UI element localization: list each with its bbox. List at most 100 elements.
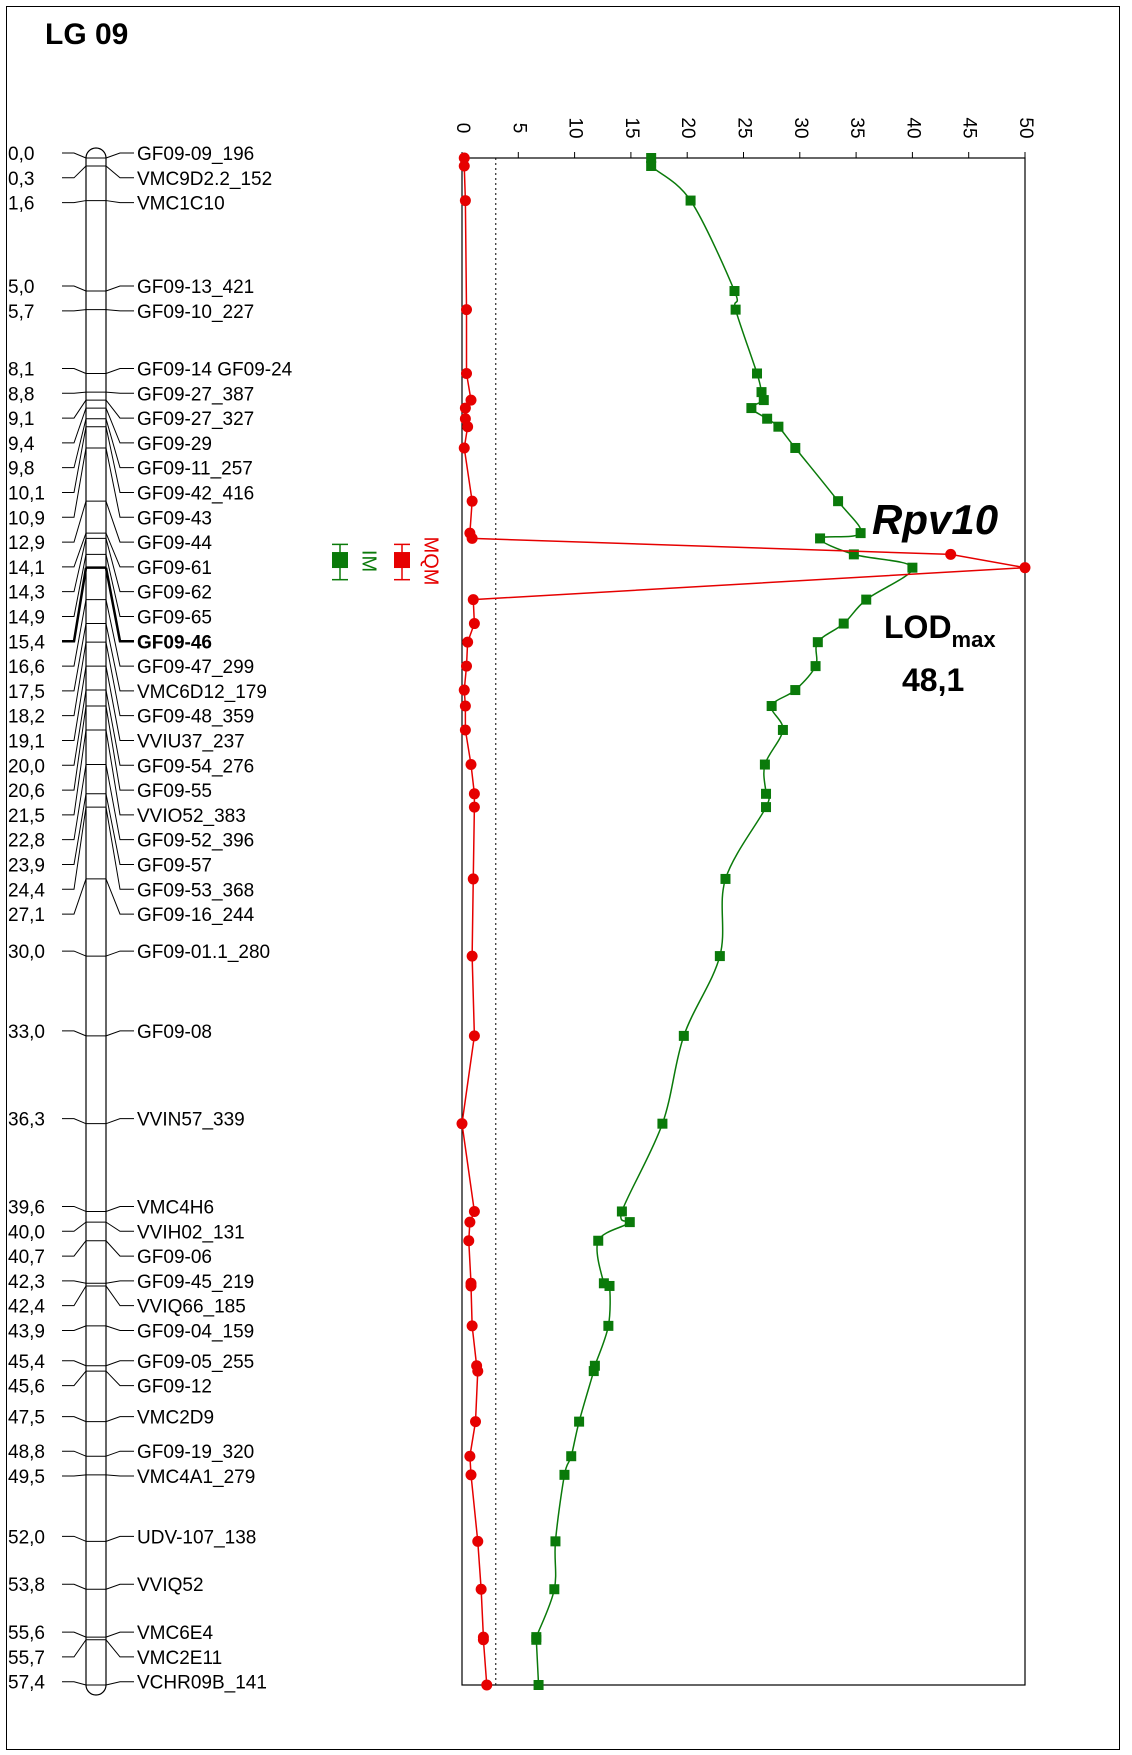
marker-position: 20,6	[8, 781, 45, 802]
marker-name: GF09-65	[137, 607, 212, 628]
marker-name: GF09-53_368	[137, 880, 254, 901]
series-im-point	[833, 496, 844, 507]
marker-position: 55,7	[8, 1648, 45, 1669]
series-mqm-point	[465, 1280, 477, 1292]
marker-position: 27,1	[8, 905, 45, 926]
marker-connector	[105, 538, 134, 593]
series-mqm-point	[465, 1469, 477, 1481]
series-im-point	[588, 1366, 599, 1377]
series-im-point	[761, 788, 772, 799]
series-mqm-point	[468, 801, 480, 813]
marker-position: 17,5	[8, 682, 45, 703]
position-connector	[62, 878, 87, 915]
marker-GF09-27_387: 8,8 GF09-27_387	[8, 384, 254, 405]
marker-position: 9,1	[8, 409, 34, 430]
position-connector	[62, 447, 87, 518]
marker-connector	[105, 447, 134, 518]
marker-GF09-09_196: 0,0 GF09-09_196	[8, 144, 254, 165]
marker-name: VMC2D9	[137, 1408, 214, 1429]
marker-connector	[105, 729, 134, 816]
position-connector	[62, 599, 87, 667]
position-connector	[62, 1450, 87, 1457]
marker-VVIU37_237: 19,1 VVIU37_237	[8, 665, 245, 752]
marker-name: GF09-52_396	[137, 831, 254, 852]
marker-name: VVIU37_237	[137, 731, 245, 752]
marker-position: 40,0	[8, 1222, 45, 1243]
marker-GF09-29: 9,4 GF09-29	[8, 407, 212, 455]
position-connector	[62, 501, 87, 543]
marker-name: GF09-44	[137, 533, 212, 554]
marker-connector	[105, 367, 134, 374]
position-connector	[62, 1681, 87, 1686]
marker-name: VMC6E4	[137, 1623, 213, 1644]
series-im-point	[678, 1030, 689, 1041]
series-im-point	[790, 685, 801, 696]
marker-name: VMC4A1_279	[137, 1467, 255, 1488]
marker-position: 1,6	[8, 194, 34, 215]
marker-name: VVIH02_131	[137, 1222, 245, 1243]
series-mqm-point	[481, 1679, 493, 1691]
marker-position: 39,6	[8, 1197, 45, 1218]
series-im-point	[549, 1584, 560, 1595]
marker-position: 43,9	[8, 1321, 45, 1342]
marker-connector	[105, 399, 134, 419]
marker-position: 22,8	[8, 831, 45, 852]
position-connector	[62, 1639, 87, 1658]
position-connector	[62, 538, 87, 593]
position-connector	[62, 1118, 87, 1125]
marker-name: GF09-09_196	[137, 144, 254, 165]
position-connector	[62, 950, 87, 957]
position-connector	[62, 165, 87, 179]
marker-VVIQ52: 53,8 VVIQ52	[8, 1575, 204, 1596]
marker-GF09-14 GF09-24: 8,1 GF09-14 GF09-24	[8, 359, 293, 380]
lod-max-subscript: max	[952, 627, 997, 652]
marker-position: 18,2	[8, 707, 45, 728]
series-im-point	[790, 442, 801, 453]
marker-VMC9D2.2_152: 0,3 VMC9D2.2_152	[8, 165, 272, 190]
position-connector	[62, 623, 87, 692]
marker-name: VVIO52_383	[137, 806, 246, 827]
series-im-point	[533, 1680, 544, 1690]
marker-name: GF09-19_320	[137, 1442, 254, 1463]
series-im-point	[604, 1280, 615, 1291]
series-mqm-point	[462, 636, 474, 648]
marker-name: GF09-08	[137, 1022, 212, 1043]
qtl-name-label: Rpv10	[872, 496, 998, 543]
marker-GF09-57: 23,9 GF09-57	[8, 793, 212, 876]
marker-connector	[105, 1280, 134, 1284]
marker-connector	[105, 642, 134, 717]
series-im-point	[593, 1235, 604, 1246]
marker-position: 14,3	[8, 583, 45, 604]
marker-name: UDV-107_138	[137, 1527, 256, 1548]
series-im-point	[907, 562, 918, 573]
marker-connector	[105, 878, 134, 915]
position-connector	[62, 567, 88, 643]
marker-name: VCHR09B_141	[137, 1673, 267, 1694]
marker-name: GF09-14 GF09-24	[137, 359, 293, 380]
lod-max-value: 48,1	[902, 662, 964, 698]
marker-name: VMC4H6	[137, 1197, 214, 1218]
qtl-annotations: Rpv10 LODmax 48,1	[872, 496, 998, 698]
qtl-interval-im: IM	[332, 543, 380, 581]
position-connector	[62, 285, 87, 292]
marker-GF09-42_416: 10,1 GF09-42_416	[8, 426, 254, 504]
marker-VMC2D9: 47,5 VMC2D9	[8, 1408, 214, 1429]
marker-name: GF09-12	[137, 1377, 212, 1398]
position-connector	[62, 1535, 87, 1542]
marker-connector	[105, 666, 134, 741]
position-connector	[62, 1285, 87, 1307]
marker-connector	[105, 501, 134, 543]
series-mqm-point	[462, 421, 474, 433]
marker-VMC6D12_179: 17,5 VMC6D12_179	[8, 623, 267, 703]
position-connector	[62, 1030, 87, 1037]
position-connector	[62, 793, 87, 865]
marker-connector	[105, 391, 134, 394]
marker-connector	[105, 689, 134, 766]
x-tick-label: 15	[621, 117, 642, 138]
marker-position: 5,7	[8, 302, 34, 323]
marker-connector	[105, 950, 134, 957]
marker-GF09-55: 20,6 GF09-55	[8, 705, 212, 802]
marker-GF09-45_219: 42,3 GF09-45_219	[8, 1272, 254, 1293]
position-connector	[62, 367, 87, 374]
series-im-point	[766, 701, 777, 712]
